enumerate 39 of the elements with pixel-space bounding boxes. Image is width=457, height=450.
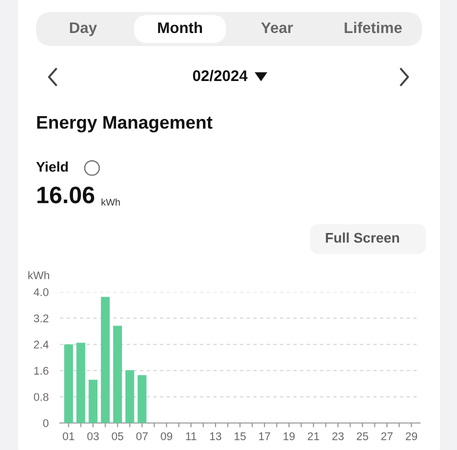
- x-tick-label: 27: [381, 432, 393, 440]
- x-tick-label: 15: [234, 432, 246, 440]
- y-tick-label: 0: [43, 419, 48, 428]
- x-tick-label: 17: [259, 432, 270, 440]
- y-tick-label: 1.6: [34, 366, 48, 375]
- x-tick-label: 13: [210, 432, 222, 440]
- bar: [100, 296, 110, 423]
- bar: [76, 342, 86, 423]
- x-tick-label: 03: [87, 432, 99, 440]
- x-tick-label: 19: [284, 432, 295, 440]
- text: Lifetime: [344, 22, 402, 34]
- y-axis-title: kWh: [28, 271, 50, 280]
- x-tick-label: 01: [62, 432, 74, 440]
- x-tick-label: 21: [308, 432, 320, 440]
- y-tick-label: 2.4: [34, 340, 49, 348]
- x-tick-label: 25: [356, 432, 368, 440]
- y-tick-label: 4.0: [34, 288, 48, 296]
- text: Day: [70, 22, 97, 36]
- y-tick-label: 3.2: [34, 314, 48, 322]
- y-tick-label: 0.8: [34, 393, 48, 401]
- x-tick-label: 09: [160, 432, 172, 440]
- x-tick-label: 07: [136, 432, 148, 440]
- text: Yield: [36, 162, 68, 172]
- x-tick-label: 11: [186, 432, 196, 440]
- text: 02/2024: [192, 70, 248, 82]
- text: 16.06: [37, 186, 94, 204]
- bar: [113, 326, 122, 423]
- x-tick-label: 05: [112, 432, 124, 440]
- text: Year: [261, 22, 293, 34]
- bar: [138, 375, 146, 423]
- chart-title: Energy Management: [37, 116, 212, 132]
- bar: [88, 380, 98, 423]
- x-tick-label: 23: [332, 432, 344, 440]
- text: Full Screen: [326, 232, 400, 243]
- x-tick-label: 29: [406, 432, 418, 440]
- bar: [125, 370, 134, 423]
- bar: [64, 344, 73, 423]
- text: Month: [158, 22, 202, 34]
- text: kWh: [102, 198, 120, 206]
